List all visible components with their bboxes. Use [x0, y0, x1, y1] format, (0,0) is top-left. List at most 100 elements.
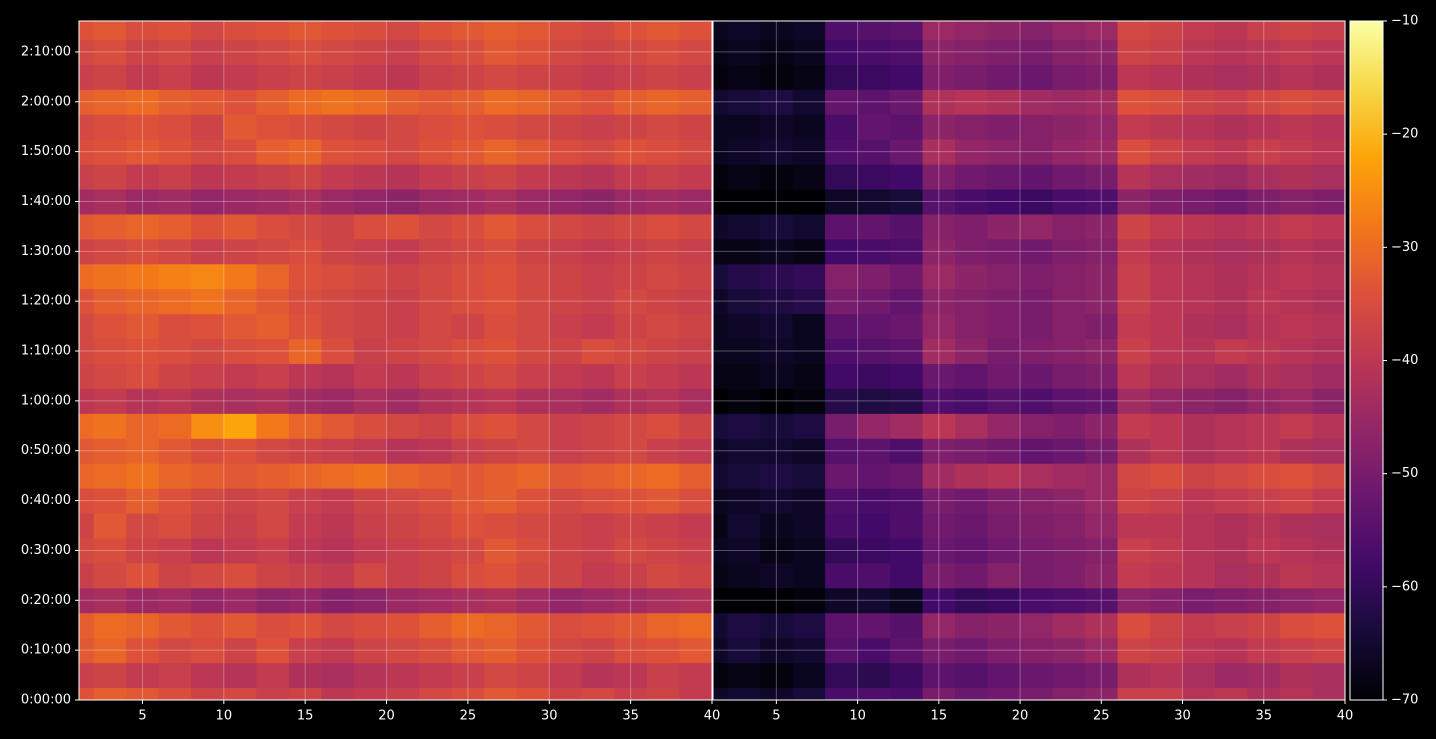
heatmap-cell	[727, 213, 761, 240]
heatmap-cell	[713, 537, 729, 564]
heatmap-cell	[890, 313, 924, 340]
heatmap-cell	[679, 562, 712, 589]
heatmap-cell	[679, 687, 712, 700]
heatmap-cell	[857, 114, 891, 140]
heatmap-cell	[549, 21, 583, 40]
heatmap-cell	[792, 313, 826, 340]
heatmap-cell	[93, 64, 127, 90]
heatmap-cell	[354, 338, 388, 364]
heatmap-cell	[354, 89, 388, 115]
heatmap-cell	[857, 189, 891, 215]
heatmap-cell	[1280, 114, 1314, 140]
heatmap-cell	[646, 313, 680, 340]
heatmap-cell	[191, 39, 225, 65]
heatmap-cell	[386, 313, 420, 340]
heatmap-cell	[93, 488, 127, 514]
heatmap-cell	[1150, 612, 1184, 639]
heatmap-cell	[890, 114, 924, 140]
heatmap-cell	[760, 263, 794, 290]
heatmap-cell	[955, 612, 989, 639]
heatmap-cell	[1215, 263, 1249, 290]
heatmap-cell	[158, 363, 192, 389]
heatmap-cell	[223, 288, 257, 315]
heatmap-cell	[79, 139, 95, 165]
heatmap-cell	[288, 562, 322, 589]
heatmap-cell	[288, 637, 322, 664]
heatmap-cell	[1085, 513, 1119, 539]
heatmap-cell	[288, 413, 322, 439]
heatmap-cell	[713, 338, 729, 364]
heatmap-cell	[288, 388, 322, 414]
heatmap-cell	[1280, 537, 1314, 564]
heatmap-cell	[679, 213, 712, 240]
heatmap-cell	[1247, 637, 1281, 664]
heatmap-cell	[223, 213, 257, 240]
heatmap-cell	[727, 263, 761, 290]
heatmap-cell	[727, 238, 761, 265]
heatmap-cell	[223, 388, 257, 414]
heatmap-cell	[1182, 89, 1216, 115]
heatmap-cell	[857, 637, 891, 664]
heatmap-cell	[354, 513, 388, 539]
heatmap-cell	[987, 363, 1021, 389]
heatmap-cell	[354, 39, 388, 65]
heatmap-cell	[955, 662, 989, 689]
heatmap-cell	[1150, 513, 1184, 539]
heatmap-cell	[288, 537, 322, 564]
heatmap-cell	[321, 338, 355, 364]
heatmap-cell	[679, 238, 712, 265]
heatmap-cell	[1085, 114, 1119, 140]
heatmap-cell	[191, 21, 225, 40]
heatmap-cell	[386, 637, 420, 664]
heatmap-cell	[1215, 562, 1249, 589]
heatmap-cell	[1182, 213, 1216, 240]
heatmap-cell	[451, 687, 485, 700]
heatmap-cell	[614, 388, 648, 414]
heatmap-cell	[1150, 488, 1184, 514]
heatmap-cell	[321, 263, 355, 290]
heatmap-cell	[549, 313, 583, 340]
heatmap-cell	[549, 288, 583, 315]
heatmap-cell	[1247, 687, 1281, 700]
heatmap-cell	[1280, 488, 1314, 514]
heatmap-cell	[419, 513, 453, 539]
heatmap-cell	[614, 139, 648, 165]
heatmap-cell	[890, 213, 924, 240]
heatmap-cell	[792, 263, 826, 290]
heatmap-cell	[987, 164, 1021, 190]
x-tick-label: 15	[297, 709, 314, 724]
heatmap-cell	[792, 438, 826, 464]
heatmap-cell	[451, 39, 485, 65]
heatmap-cell	[93, 562, 127, 589]
heatmap-cell	[857, 662, 891, 689]
y-tick-label: 0:50:00	[21, 443, 71, 458]
heatmap-cell	[1215, 313, 1249, 340]
heatmap-cell	[1117, 537, 1151, 564]
heatmap-cell	[1020, 21, 1054, 40]
heatmap-cell	[79, 238, 95, 265]
heatmap-cell	[792, 463, 826, 489]
heatmap-cell	[1085, 438, 1119, 464]
heatmap-cell	[955, 513, 989, 539]
heatmap-cell	[614, 363, 648, 389]
heatmap-cell	[646, 612, 680, 639]
heatmap-cell	[191, 388, 225, 414]
heatmap-cell	[549, 213, 583, 240]
heatmap-cell	[386, 662, 420, 689]
heatmap-cell	[256, 189, 290, 215]
heatmap-cell	[581, 89, 615, 115]
heatmap-cell	[1182, 313, 1216, 340]
axes-frame	[712, 20, 1346, 701]
heatmap-cell	[79, 562, 95, 589]
heatmap-cell	[987, 21, 1021, 40]
heatmap-cell	[581, 637, 615, 664]
heatmap-cell	[1247, 263, 1281, 290]
heatmap-cell	[1247, 562, 1281, 589]
heatmap-cell	[1085, 139, 1119, 165]
heatmap-cell	[386, 463, 420, 489]
heatmap-cell	[646, 288, 680, 315]
heatmap-cell	[354, 488, 388, 514]
heatmap-cell	[126, 114, 160, 140]
heatmap-cell	[1085, 612, 1119, 639]
heatmap-cell	[727, 164, 761, 190]
